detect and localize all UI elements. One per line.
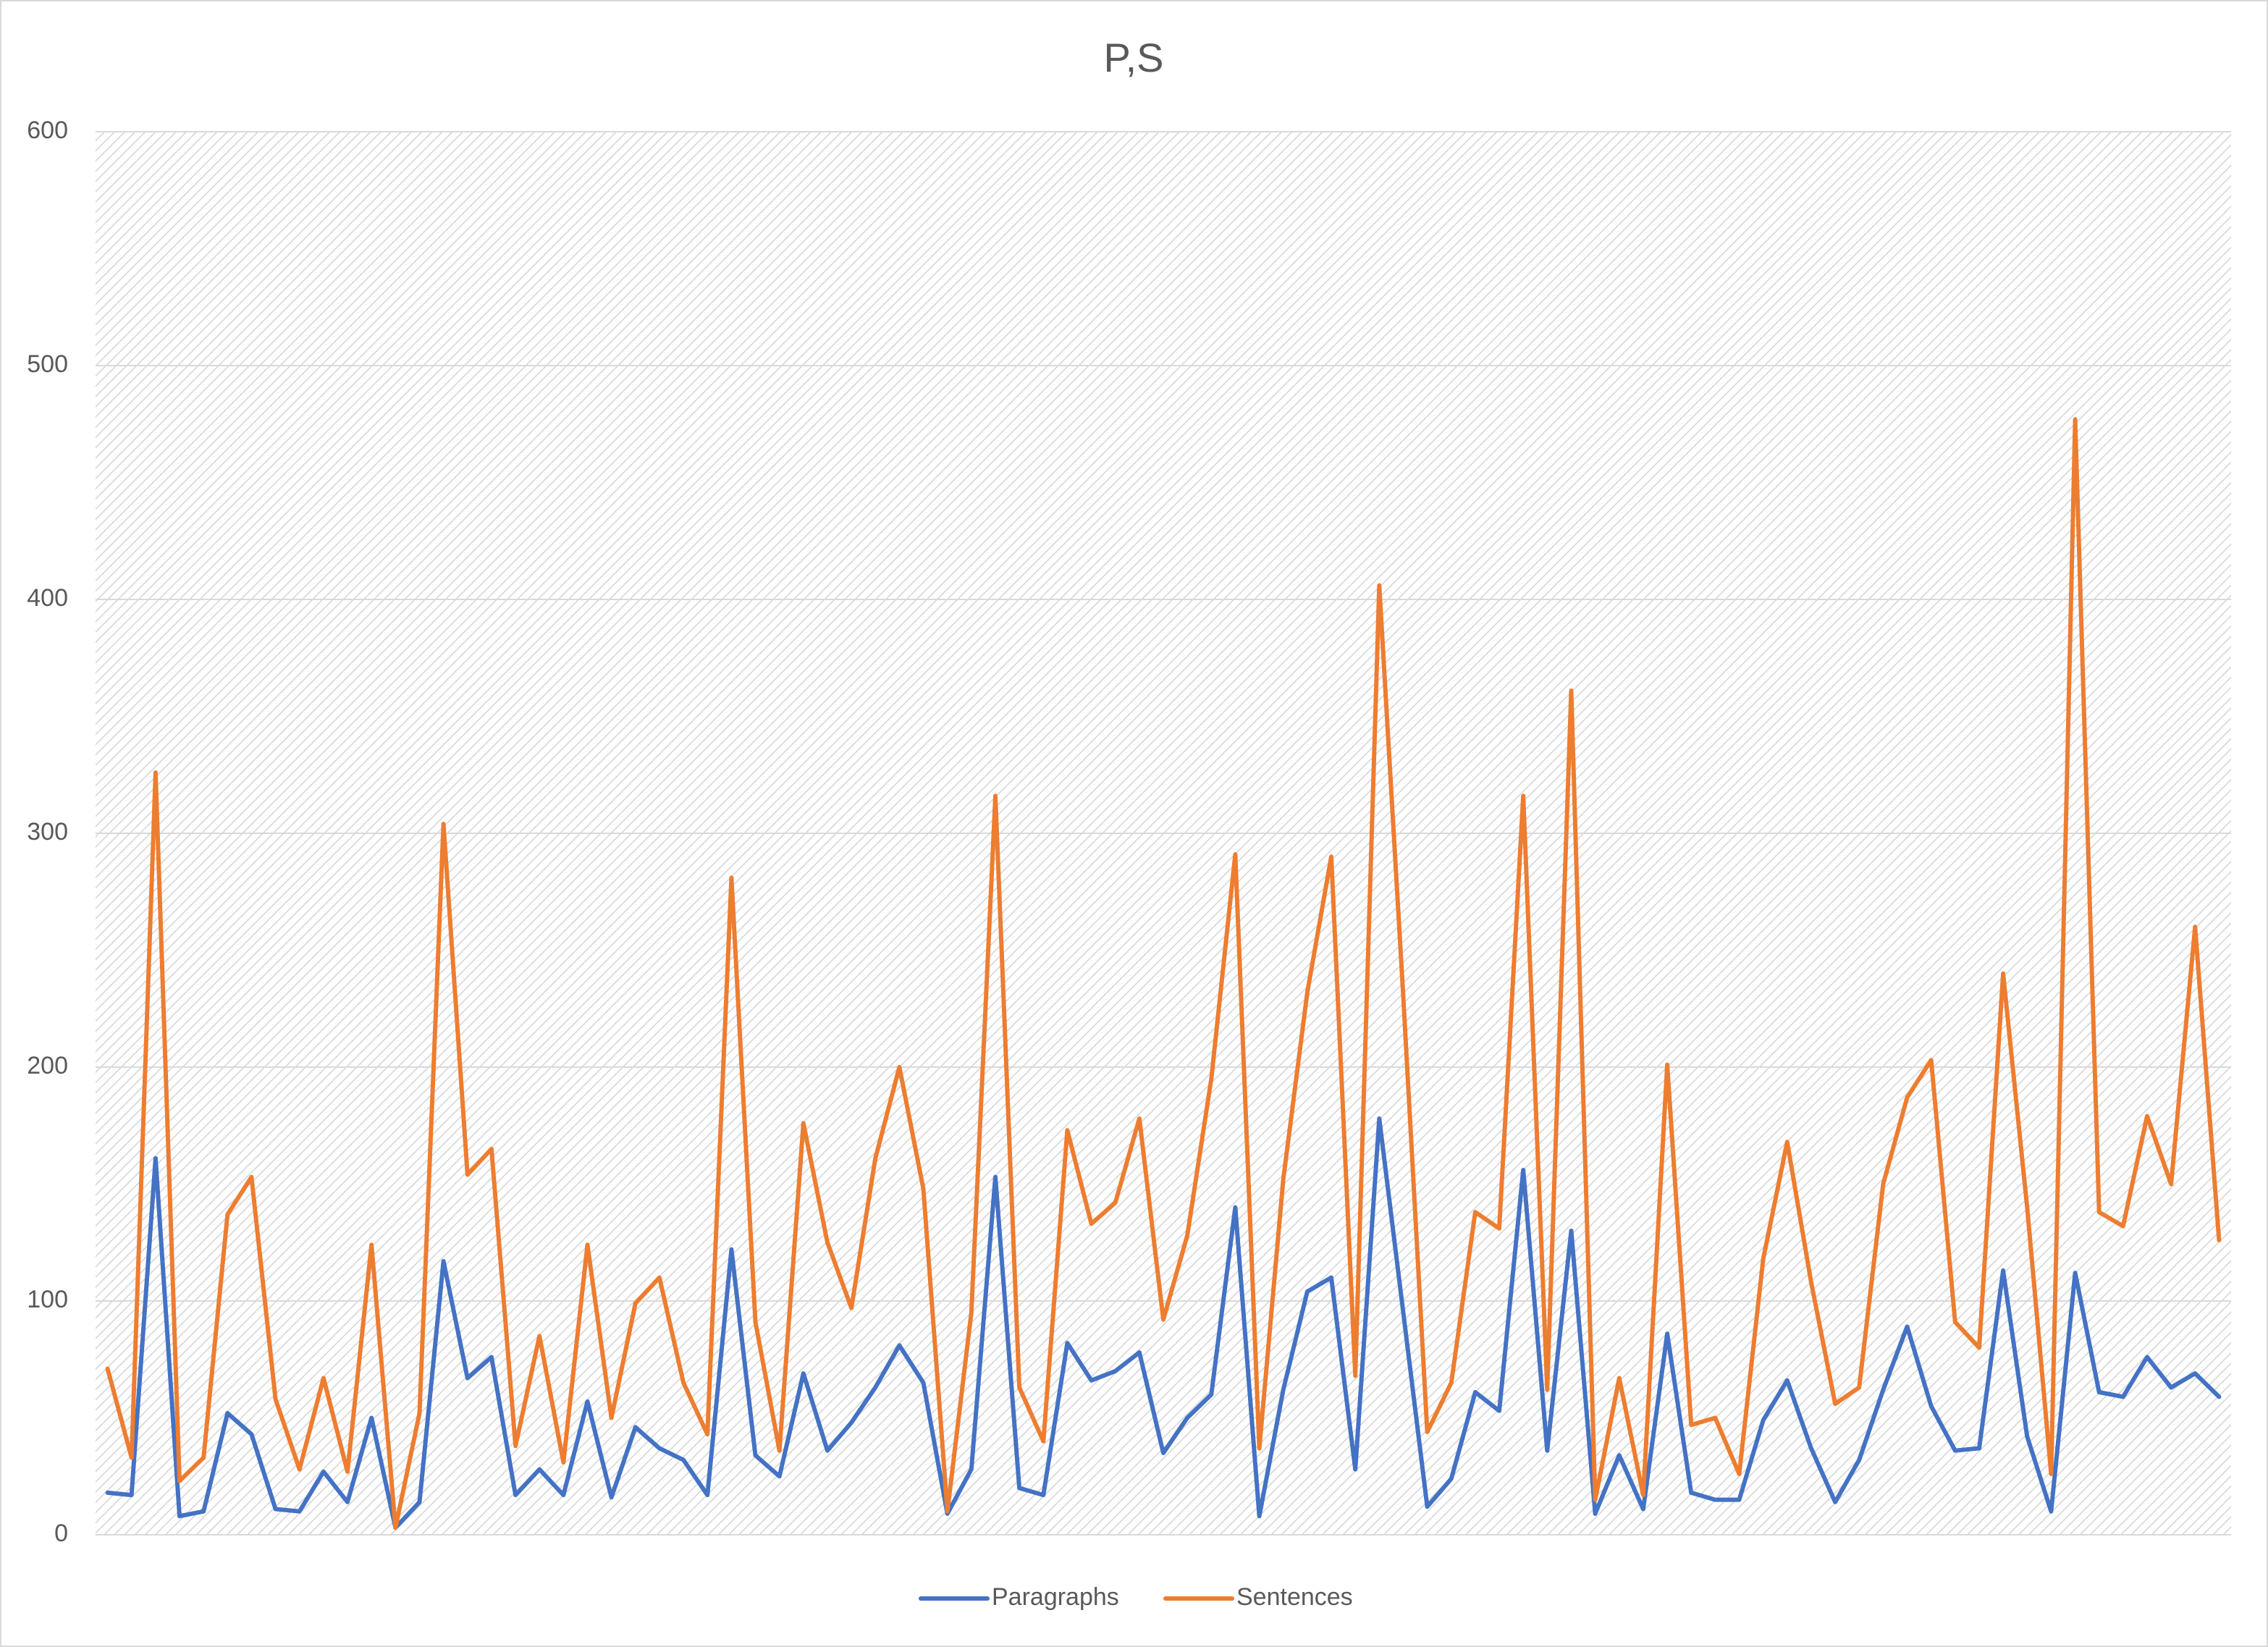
y-tick-label: 500 [27, 350, 68, 378]
series-line [105, 417, 2222, 1530]
y-tick-label: 300 [27, 818, 68, 846]
series-line [105, 1116, 2222, 1530]
y-tick-label: 100 [27, 1286, 68, 1313]
legend-label: Sentences [1236, 1583, 1353, 1611]
legend-label: Paragraphs [992, 1583, 1119, 1611]
y-tick-label: 600 [27, 117, 68, 144]
y-tick-label: 200 [27, 1052, 68, 1079]
chart-title: P,S [1103, 35, 1163, 80]
y-tick-label: 400 [27, 584, 68, 612]
y-tick-label: 0 [54, 1520, 68, 1547]
